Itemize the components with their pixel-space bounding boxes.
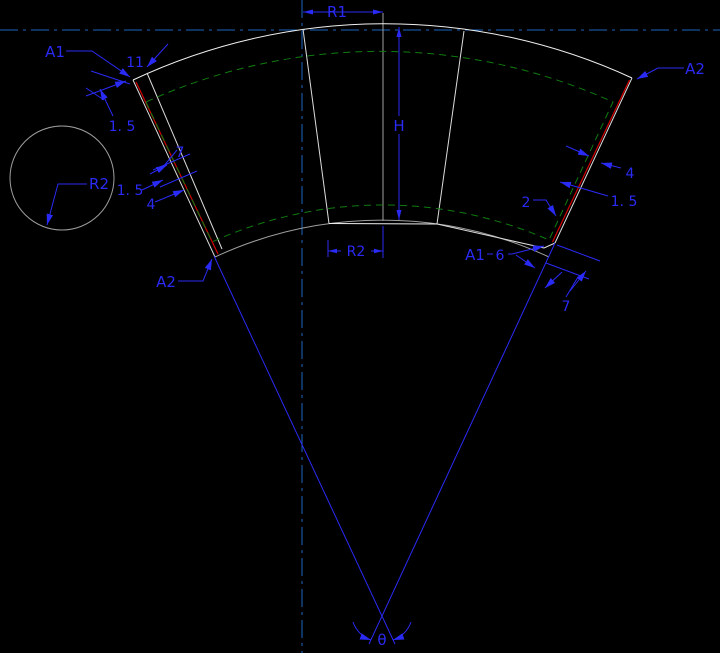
label-dim15-top-left: 1. 5 xyxy=(109,119,136,135)
dim7-right-extension-a xyxy=(556,244,601,262)
marked-face-right xyxy=(551,79,631,243)
construction-lines xyxy=(214,13,550,258)
inset-contour-path xyxy=(145,50,614,243)
part-outline xyxy=(132,23,633,258)
labels: R1 A1 11 1. 5 7 1. 5 4 R2 A2 H R2 A2 4 1… xyxy=(45,3,705,649)
dim6-label-bg xyxy=(493,247,508,263)
left-band-extension-b xyxy=(159,170,198,188)
dim7-right-arrow-b xyxy=(544,271,563,289)
right-edge xyxy=(554,77,633,244)
dim2-leader xyxy=(533,199,557,217)
dim7-right-extension-b xyxy=(545,262,590,280)
r2-arrow-right xyxy=(374,248,383,254)
r2-label-bg xyxy=(341,243,371,259)
theta-arc-left xyxy=(352,621,372,641)
label-a2-right: A2 xyxy=(685,60,705,78)
dim4-left-arrow xyxy=(154,189,185,203)
angle-construction xyxy=(213,242,556,645)
left-radial-line xyxy=(213,255,396,645)
dim7-right-arrow-a xyxy=(569,270,587,292)
r1-arrow-left xyxy=(303,9,313,15)
dim15-right-leader xyxy=(559,181,609,197)
label-dim6-right: 6 xyxy=(496,248,505,264)
label-dim4-left: 4 xyxy=(147,197,156,213)
dim7-left-leader xyxy=(162,149,178,168)
label-a1-right: A1 xyxy=(465,246,485,264)
left-edge xyxy=(132,79,216,258)
dim11-arrow-right xyxy=(146,43,169,68)
label-theta: θ xyxy=(377,631,386,649)
inner-construction-arc xyxy=(214,219,550,258)
right-radial-line xyxy=(368,242,556,645)
outer-arc xyxy=(132,23,633,81)
a2-right-leader xyxy=(636,67,684,80)
right-bottom-chord xyxy=(436,223,545,249)
dimensions xyxy=(46,9,684,298)
label-dim7-left: 7 xyxy=(176,145,185,161)
h-arrow-top xyxy=(396,27,402,37)
r2-arrow-left xyxy=(328,248,337,254)
inset-contour xyxy=(145,50,614,243)
label-a1-left: A1 xyxy=(45,43,65,61)
label-h: H xyxy=(393,117,404,135)
dim15-top-left-leader xyxy=(99,88,114,117)
h-arrow-bottom xyxy=(396,210,402,220)
theta-arc-right xyxy=(392,621,412,641)
label-dim2-right: 2 xyxy=(522,195,531,211)
middle-bottom-chord xyxy=(328,223,438,225)
label-r2-circle: R2 xyxy=(89,175,109,193)
label-dim15-left: 1. 5 xyxy=(117,183,144,199)
a2-left-leader xyxy=(178,258,213,282)
dim7-right-leader xyxy=(565,276,579,298)
label-dim4-right: 4 xyxy=(626,166,635,182)
label-r2-dim: R2 xyxy=(347,244,366,260)
r2-circle-leader xyxy=(46,183,87,226)
left-inner-parallel-line xyxy=(146,72,223,250)
label-dim7-right: 7 xyxy=(562,299,571,315)
r1-arrow-right xyxy=(373,9,383,15)
corner-notch-step xyxy=(543,242,556,249)
dim4-right-leader xyxy=(600,162,622,169)
detail-circle xyxy=(9,125,115,231)
dim11-arrow-left xyxy=(85,80,127,97)
left-division-line xyxy=(302,28,330,224)
right-band-arrow-top xyxy=(565,145,590,157)
label-dim15-right: 1. 5 xyxy=(611,194,638,210)
dim15-left-arrow xyxy=(141,179,164,191)
right-division-line xyxy=(436,30,465,225)
label-dim11: 11 xyxy=(126,55,144,71)
a1-left-leader xyxy=(66,50,131,78)
notch-arrow xyxy=(515,254,536,269)
label-r1: R1 xyxy=(327,3,347,21)
dim7-left-arrow xyxy=(149,164,168,175)
label-a2-left: A2 xyxy=(156,273,176,291)
h-label-bg xyxy=(391,116,407,134)
